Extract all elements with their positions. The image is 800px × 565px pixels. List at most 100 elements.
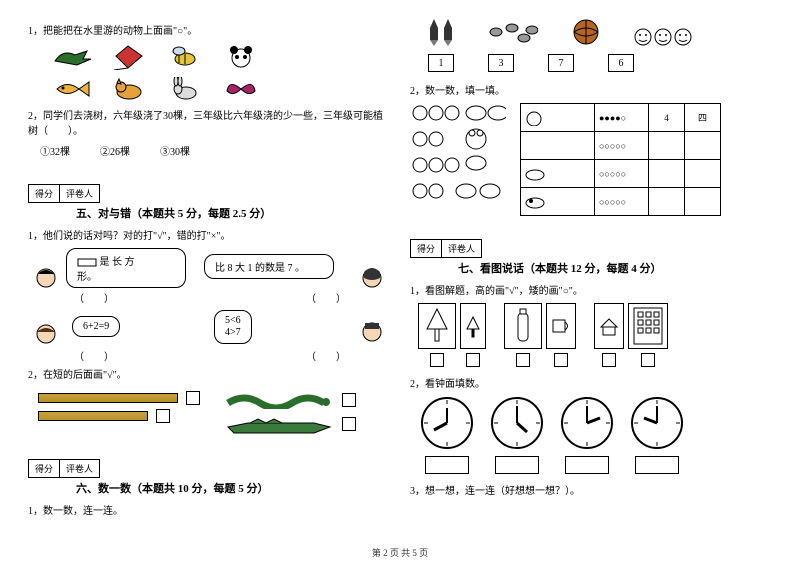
short-long-block xyxy=(38,387,390,439)
bubble-4b: 4>7 xyxy=(225,327,241,338)
score-label: 得分 xyxy=(29,185,60,202)
numbox-4[interactable]: 6 xyxy=(608,54,634,72)
numbox-3[interactable]: 7 xyxy=(548,54,574,72)
child-face-1 xyxy=(34,266,58,290)
count-table: ●●●●○ 4 四 ○○○○○ ○○○○○ xyxy=(520,103,721,216)
blank-1b[interactable] xyxy=(685,132,721,160)
grader-label-7: 评卷人 xyxy=(442,240,481,257)
numbox-1[interactable]: 1 xyxy=(428,54,454,72)
section-7-title: 七、看图说话（本题共 12 分，每题 4 分） xyxy=(458,260,772,276)
smiley-group xyxy=(634,28,692,46)
blank-3[interactable] xyxy=(649,188,685,216)
panda-icon xyxy=(220,43,262,71)
checkbox-bottle-2[interactable] xyxy=(554,353,568,367)
fish-icon xyxy=(52,75,94,103)
count-icons-row xyxy=(428,18,772,46)
clock-answer-4[interactable] xyxy=(635,456,679,474)
tree-small-icon xyxy=(460,303,486,349)
q2-text: 2，同学们去浇树，六年级浇了30棵，三年级比六年级浇的少一些，三年级可能植树（ … xyxy=(28,107,390,137)
q2-options: ①32棵 ②26棵 ③30棵 xyxy=(40,143,390,158)
section-6-title: 六、数一数（本题共 10 分，每题 5 分） xyxy=(76,480,390,496)
bubble-1: 是 长 方 形。 xyxy=(66,248,186,288)
house-pair xyxy=(594,303,668,367)
s5q1-text: 1，他们说的话对吗？对的打"√"，错的打"×"。 xyxy=(28,227,390,242)
clock-answer-3[interactable] xyxy=(565,456,609,474)
cn-cell: 四 xyxy=(685,104,721,132)
clock-row xyxy=(420,396,772,474)
rocket-icon xyxy=(428,18,440,46)
bubble-row-2: 6+2=9 5<6 4>7 （ ） （ ） xyxy=(28,308,390,362)
blank-2b[interactable] xyxy=(685,160,721,188)
s5q2-text: 2，在短的后面画"√"。 xyxy=(28,366,390,381)
paren-2[interactable]: （ ） xyxy=(306,290,346,305)
bottle-pair xyxy=(504,303,576,367)
bubble-2: 比 8 大 1 的数是 7 。 xyxy=(204,254,334,279)
s6q1-text: 1，数一数，连一连。 xyxy=(28,502,390,517)
grader-label-6: 评卷人 xyxy=(60,460,99,477)
cat-icon xyxy=(108,75,150,103)
blank-3b[interactable] xyxy=(685,188,721,216)
checkbox-bar-1[interactable] xyxy=(186,391,200,405)
animal-count-icons xyxy=(410,103,506,223)
cow-cell-icon xyxy=(521,188,595,216)
numbox-row: 1 3 7 6 xyxy=(428,54,772,72)
checkbox-bottle-1[interactable] xyxy=(516,353,530,367)
bar-long xyxy=(38,391,204,405)
checkbox-croc[interactable] xyxy=(342,417,356,431)
bird-icon xyxy=(52,43,94,71)
clock-answer-2[interactable] xyxy=(495,456,539,474)
section-5-title: 五、对与错（本题共 5 分，每题 2.5 分） xyxy=(76,205,390,221)
s7q2-text: 2，看钟面填数。 xyxy=(410,375,772,390)
checkbox-tree-1[interactable] xyxy=(430,353,444,367)
clock-4 xyxy=(630,396,684,474)
butterfly-icon xyxy=(220,75,262,103)
tall-short-row xyxy=(418,303,772,367)
score-label-7: 得分 xyxy=(411,240,442,257)
bar-short xyxy=(38,409,204,423)
count-fill-block: ●●●●○ 4 四 ○○○○○ ○○○○○ xyxy=(410,103,772,223)
o-cell-2: ○○○○○ xyxy=(595,160,649,188)
child-face-4 xyxy=(360,320,384,344)
bubble-3: 6+2=9 xyxy=(72,316,120,337)
bubble-row-1: 是 长 方 形。 比 8 大 1 的数是 7 。 （ ） （ ） xyxy=(28,248,390,308)
paren-3[interactable]: （ ） xyxy=(74,348,114,363)
thermos-icon xyxy=(504,303,542,349)
bubble-3-text: 6+2=9 xyxy=(83,321,109,332)
page-footer: 第 2 页 共 5 页 xyxy=(0,546,800,559)
crocodile-icon xyxy=(224,413,334,435)
checkbox-house-2[interactable] xyxy=(641,353,655,367)
dots-cell: ●●●●○ xyxy=(595,104,649,132)
clock-2 xyxy=(490,396,544,474)
checkbox-bar-2[interactable] xyxy=(156,409,170,423)
frog-cell-icon xyxy=(521,104,595,132)
bee-icon xyxy=(164,43,206,71)
rocket-group xyxy=(428,18,454,46)
ball-icon xyxy=(572,18,600,46)
clock-1 xyxy=(420,396,474,474)
house-icon xyxy=(594,303,624,349)
q1-text: 1，把能把在水里游的动物上面画"○"。 xyxy=(28,22,390,37)
checkbox-house-1[interactable] xyxy=(602,353,616,367)
numbox-2[interactable]: 3 xyxy=(488,54,514,72)
checkbox-snake[interactable] xyxy=(342,393,356,407)
clock-answer-1[interactable] xyxy=(425,456,469,474)
s7q3-text: 3，想一想，连一连（好想想一想？）。 xyxy=(410,482,772,497)
snake-row xyxy=(224,391,390,409)
s7q1-text: 1，看图解题，高的画"√"，矮的画"○"。 xyxy=(410,282,772,297)
croc-row xyxy=(224,413,390,435)
o-cell-3: ○○○○○ xyxy=(595,188,649,216)
paren-1[interactable]: （ ） xyxy=(74,290,114,305)
score-box-5: 得分 评卷人 xyxy=(28,184,100,203)
o-cell-1: ○○○○○ xyxy=(595,132,649,160)
blank-1[interactable] xyxy=(649,132,685,160)
bubble-1-text-b: 形。 xyxy=(77,272,97,283)
s6q2-text: 2，数一数，填一填。 xyxy=(410,82,772,97)
bee-group xyxy=(488,20,538,46)
checkbox-tree-2[interactable] xyxy=(466,353,480,367)
rabbit-icon xyxy=(164,75,206,103)
blank-2[interactable] xyxy=(649,160,685,188)
score-box-6: 得分 评卷人 xyxy=(28,459,100,478)
clock-3 xyxy=(560,396,614,474)
kite-icon xyxy=(108,43,150,71)
paren-4[interactable]: （ ） xyxy=(306,348,346,363)
